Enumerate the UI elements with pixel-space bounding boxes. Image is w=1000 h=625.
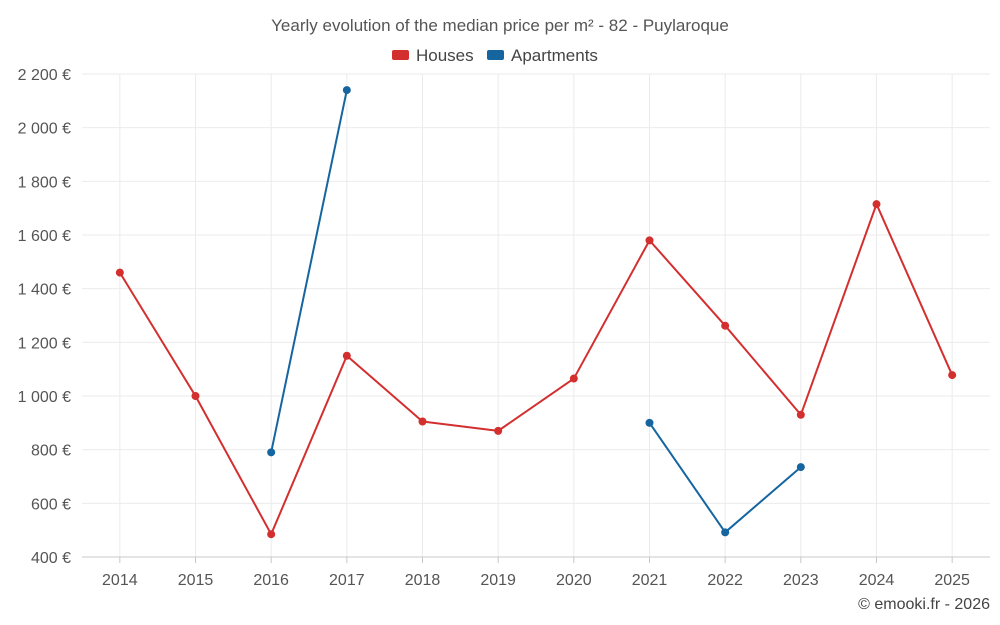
series-line-houses: [118, 203, 954, 536]
x-tick-label: 2019: [480, 572, 516, 589]
x-tick-label: 2021: [632, 572, 668, 589]
series: [115, 86, 957, 539]
data-point-apartments: [342, 86, 351, 95]
data-point-apartments: [267, 448, 276, 457]
data-point-houses: [191, 392, 200, 400]
y-tick-label: 1 600 €: [18, 228, 71, 245]
x-tick-label: 2017: [329, 572, 365, 589]
data-point-houses: [721, 321, 730, 330]
series-line-apartments: [270, 89, 348, 453]
y-tick-label: 600 €: [31, 496, 71, 513]
y-tick-label: 1 800 €: [18, 174, 71, 191]
data-point-houses: [115, 268, 124, 277]
data-point-houses: [267, 530, 276, 539]
data-point-houses: [418, 417, 427, 426]
data-point-houses: [872, 200, 881, 209]
x-tick-label: 2014: [102, 572, 138, 589]
data-point-houses: [342, 351, 351, 360]
y-tick-label: 1 400 €: [18, 282, 71, 299]
grid: [82, 73, 990, 557]
data-point-houses: [796, 410, 805, 419]
x-tick-label: 2015: [178, 572, 214, 589]
x-tick-label: 2024: [859, 572, 895, 589]
legend-label-apartments[interactable]: Apartments: [511, 46, 598, 65]
x-tick-label: 2018: [405, 572, 441, 589]
legend-label-houses[interactable]: Houses: [416, 46, 474, 65]
data-point-apartments: [721, 528, 730, 537]
data-point-apartments: [796, 463, 805, 472]
legend-swatch-houses: [392, 50, 409, 60]
x-tick-label: 2023: [783, 572, 819, 589]
y-tick-label: 800 €: [31, 443, 71, 460]
y-tick-label: 400 €: [31, 550, 71, 567]
axes: 400 € 600 € 800 € 1 000 € 1 200 € 1 400 € 1 60…: [18, 67, 990, 589]
y-tick-label: 1 200 €: [18, 335, 71, 352]
data-point-houses: [948, 371, 957, 380]
y-tick-label: 1 000 €: [18, 389, 71, 406]
x-tick-label: 2016: [253, 572, 289, 589]
legend-swatch-apartments: [487, 50, 504, 60]
data-point-apartments: [645, 418, 654, 427]
y-tick-label: 2 200 €: [18, 67, 71, 84]
x-tick-label: 2025: [934, 572, 970, 589]
y-tick-label: 2 000 €: [18, 121, 71, 138]
data-point-houses: [645, 236, 654, 245]
x-tick-label: 2022: [707, 572, 743, 589]
data-point-houses: [569, 374, 578, 383]
legend: Houses Apartments: [392, 46, 598, 65]
chart-title: Yearly evolution of the median price per…: [271, 16, 729, 35]
data-point-houses: [494, 426, 503, 435]
x-tick-label: 2020: [556, 572, 592, 589]
credit-text: © emooki.fr - 2026: [858, 596, 990, 613]
